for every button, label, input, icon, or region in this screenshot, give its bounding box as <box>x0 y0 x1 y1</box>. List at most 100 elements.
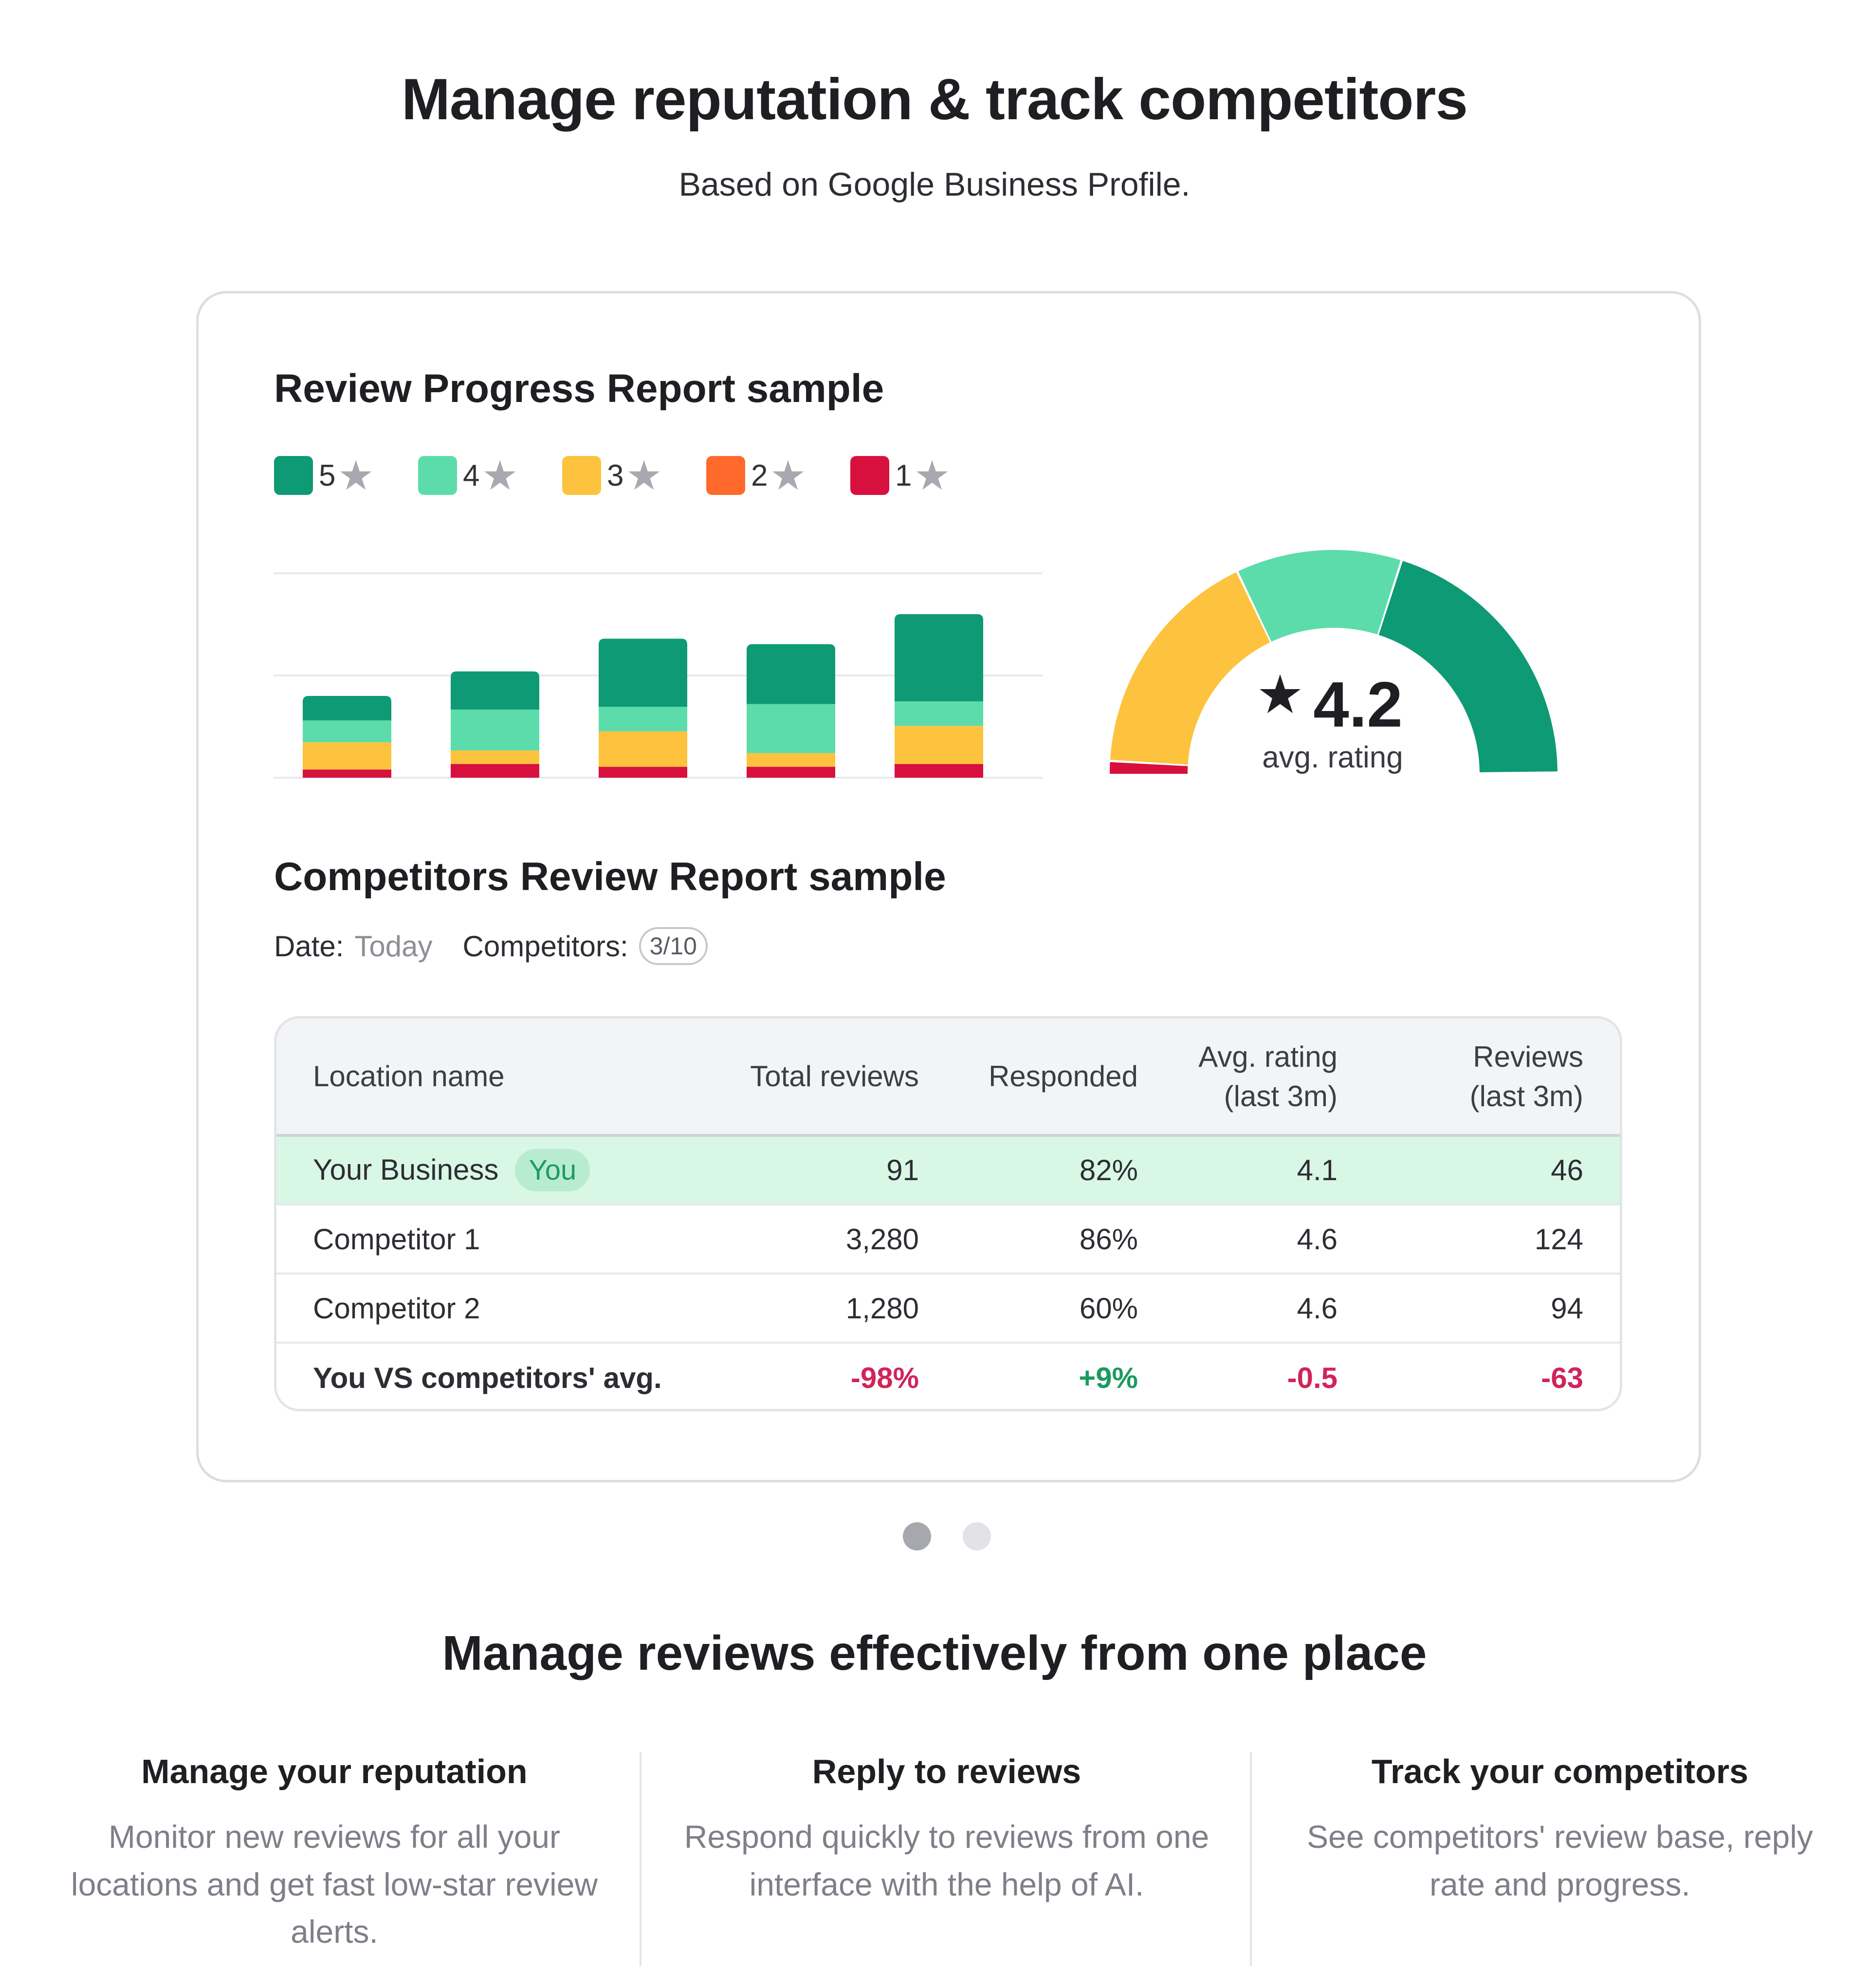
legend-item-2-stars: 2 ★ <box>706 455 806 496</box>
review-bar-chart <box>274 572 1043 779</box>
summary-responded: +9% <box>1079 1361 1138 1394</box>
legend-label: 4 <box>463 458 480 492</box>
col-avg-rating-line2: (last 3m) <box>1224 1079 1338 1113</box>
bar-segment <box>303 742 391 770</box>
gauge-segment <box>1110 572 1270 765</box>
legend-item-3-stars: 3 ★ <box>562 455 662 496</box>
legend-item-1-star: 1 ★ <box>850 455 951 496</box>
star-icon: ★ <box>1256 665 1304 725</box>
competitors-table: Location name Total reviews Responded Av… <box>274 1016 1622 1411</box>
gauge-segment <box>1110 762 1188 774</box>
feature-description: Respond quickly to reviews from one inte… <box>684 1819 1209 1902</box>
summary-avg-rating: -0.5 <box>1287 1361 1338 1394</box>
star-icon: ★ <box>481 453 518 498</box>
carousel-dot-1[interactable] <box>903 1522 931 1550</box>
bar-segment <box>895 764 983 778</box>
legend-swatch <box>562 456 601 495</box>
competitors-count-badge[interactable]: 3/10 <box>639 927 708 965</box>
avg-rating-gauge: ★ 4.2 avg. rating <box>1110 550 1558 774</box>
total-reviews-cell: 1,280 <box>845 1292 919 1325</box>
location-name: Your Business <box>313 1153 499 1186</box>
bar-segment <box>747 753 835 767</box>
feature-reply-reviews: Reply to reviews Respond quickly to revi… <box>677 1752 1217 1908</box>
bar-segment <box>599 766 687 778</box>
gauge-segment <box>1378 561 1558 772</box>
legend-item-5-stars: 5 ★ <box>274 455 374 496</box>
star-icon: ★ <box>770 453 806 498</box>
review-progress-title: Review Progress Report sample <box>274 366 884 411</box>
bar-segment <box>747 704 835 753</box>
star-icon: ★ <box>914 453 951 498</box>
feature-title: Track your competitors <box>1371 1752 1749 1790</box>
responded-cell: 60% <box>1079 1292 1138 1325</box>
features-title: Manage reviews effectively from one plac… <box>442 1626 1427 1680</box>
reviews-3m-cell: 94 <box>1551 1292 1583 1325</box>
table-summary-row: You VS competitors' avg. -98% +9% -0.5 -… <box>276 1343 1620 1409</box>
page-title: Manage reputation & track competitors <box>401 67 1468 132</box>
bar-segment <box>895 726 983 764</box>
carousel-dot-2[interactable] <box>963 1522 991 1550</box>
reviews-3m-cell: 46 <box>1551 1154 1583 1186</box>
legend-label: 2 <box>751 458 768 492</box>
summary-reviews-3m: -63 <box>1541 1361 1583 1394</box>
col-avg-rating: Avg. rating (last 3m) <box>1138 1019 1338 1135</box>
col-location-name: Location name <box>313 1060 505 1093</box>
report-filters: Date: Today Competitors: 3/10 <box>274 927 708 965</box>
legend-swatch <box>274 456 313 495</box>
col-reviews-line1: Reviews <box>1473 1040 1583 1073</box>
summary-label: You VS competitors' avg. <box>313 1361 662 1394</box>
bar-segment <box>451 710 539 750</box>
gauge-segment <box>1238 550 1401 642</box>
bar-segment <box>747 644 835 704</box>
competitors-report-title: Competitors Review Report sample <box>274 855 946 899</box>
feature-description: See competitors' review base, reply rate… <box>1307 1819 1813 1902</box>
feature-manage-reputation: Manage your reputation Monitor new revie… <box>64 1752 605 1956</box>
avg-rating-label: avg. rating <box>1262 741 1403 774</box>
table-row: Competitor 1 3,280 86% 4.6 124 <box>276 1204 1620 1274</box>
date-label: Date: <box>274 930 344 963</box>
summary-total-reviews: -98% <box>850 1361 919 1394</box>
legend-item-4-stars: 4 ★ <box>418 455 518 496</box>
feature-divider <box>640 1752 641 1966</box>
avg-rating-cell: 4.1 <box>1297 1154 1338 1186</box>
legend-label: 3 <box>607 458 624 492</box>
total-reviews-cell: 91 <box>886 1154 919 1186</box>
bar-segment <box>303 720 391 743</box>
location-name-cell: Competitor 1 <box>313 1222 480 1256</box>
col-responded: Responded <box>989 1060 1138 1093</box>
you-badge: You <box>515 1149 590 1191</box>
legend-label: 5 <box>319 458 336 492</box>
responded-cell: 86% <box>1079 1222 1138 1256</box>
feature-title: Manage your reputation <box>141 1752 528 1790</box>
bar-segment <box>599 707 687 731</box>
bar-segment <box>895 614 983 702</box>
responded-cell: 82% <box>1079 1154 1138 1186</box>
bar-segment <box>599 731 687 767</box>
bar-segment <box>747 766 835 778</box>
star-icon: ★ <box>625 453 662 498</box>
col-avg-rating-line1: Avg. rating <box>1198 1040 1338 1073</box>
legend-label: 1 <box>895 458 912 492</box>
date-value[interactable]: Today <box>354 930 433 963</box>
feature-divider <box>1250 1752 1252 1966</box>
bar-segment <box>303 696 391 721</box>
legend-swatch <box>850 456 889 495</box>
bar-segment <box>451 764 539 778</box>
col-reviews-last-3m: Reviews (last 3m) <box>1338 1019 1620 1135</box>
avg-rating-value: 4.2 <box>1313 669 1403 740</box>
location-name-cell: Your Business You <box>276 1135 700 1204</box>
avg-rating-cell: 4.6 <box>1297 1292 1338 1325</box>
location-name-cell: Competitor 2 <box>313 1292 480 1325</box>
col-reviews-line2: (last 3m) <box>1469 1079 1583 1113</box>
legend-swatch <box>418 456 457 495</box>
feature-track-competitors: Track your competitors See competitors' … <box>1290 1752 1830 1908</box>
reviews-3m-cell: 124 <box>1534 1222 1583 1256</box>
bar-segment <box>895 701 983 726</box>
page-subtitle: Based on Google Business Profile. <box>678 166 1191 203</box>
competitors-label: Competitors: <box>462 930 628 963</box>
avg-rating-cell: 4.6 <box>1297 1222 1338 1256</box>
bar-segment <box>303 769 391 778</box>
bar-segment <box>451 750 539 764</box>
col-total-reviews: Total reviews <box>750 1060 919 1093</box>
feature-description: Monitor new reviews for all your locatio… <box>71 1819 598 1950</box>
